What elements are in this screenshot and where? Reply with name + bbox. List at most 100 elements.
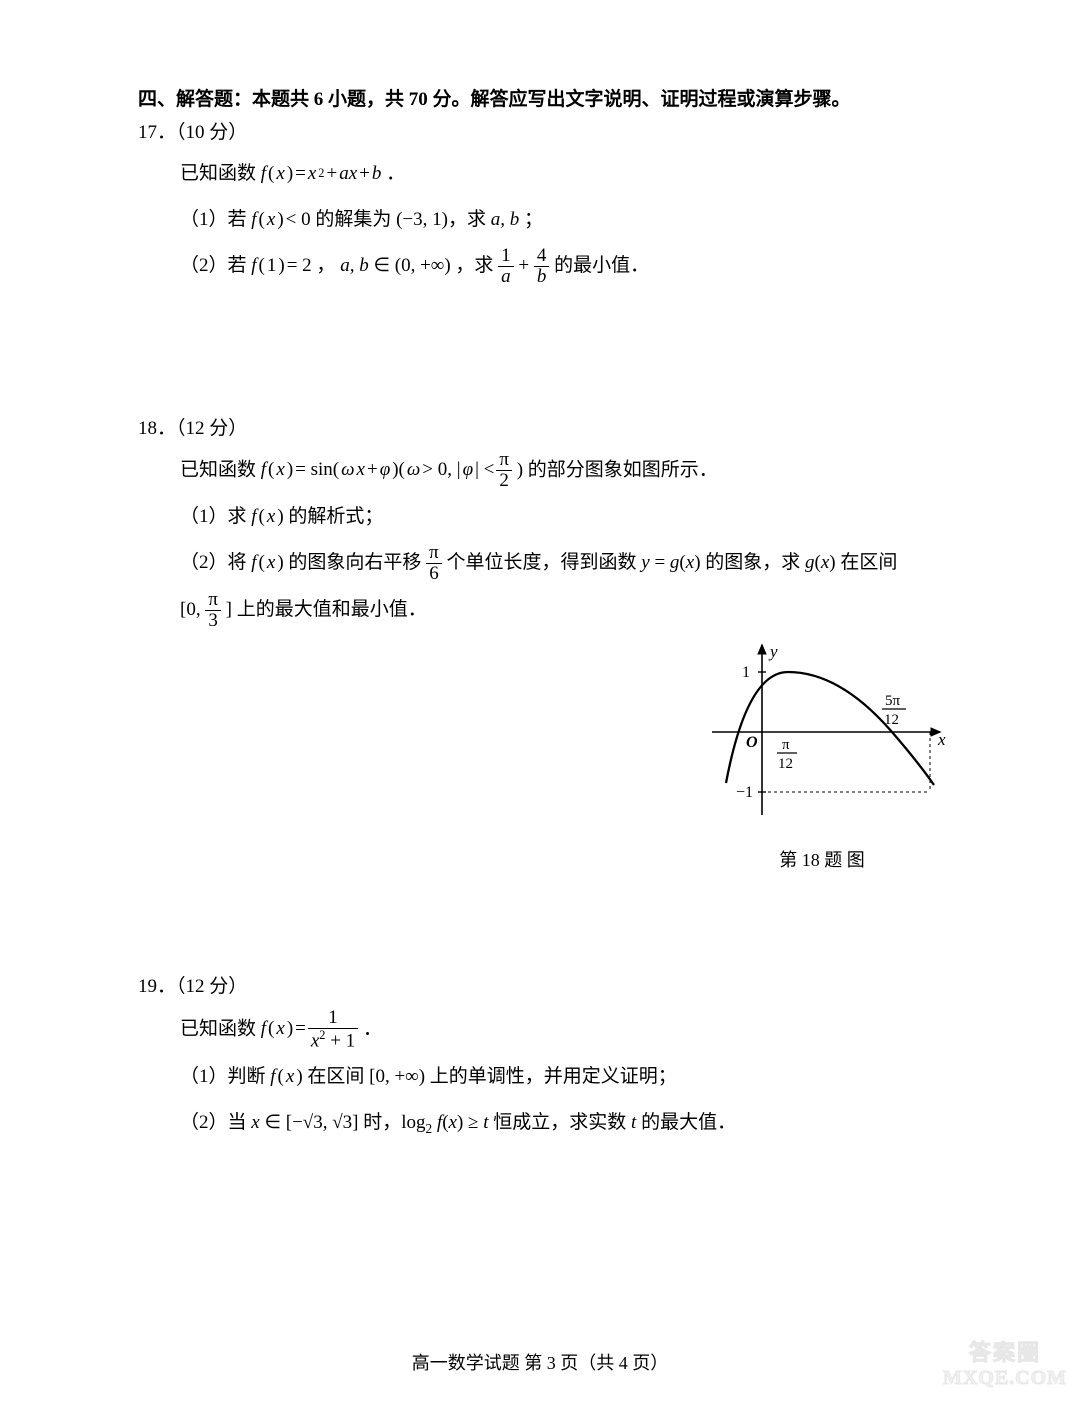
omega: ω [407, 450, 420, 490]
ytick-1: 1 [742, 664, 750, 681]
x: x [286, 1057, 294, 1097]
f: f [251, 497, 256, 537]
watermark: 答案圈 MXQE.COM [940, 1335, 1070, 1401]
q17-number: 17．（10 分） [138, 117, 942, 144]
phi: φ [380, 450, 391, 490]
comma: ， [316, 255, 335, 276]
text: ∈ [−√3, √3] 时，log [264, 1112, 425, 1133]
xtick1-n: π [782, 737, 790, 753]
f: f [251, 246, 256, 286]
g: g [805, 552, 815, 573]
q19-body: 已知函数 f(x) = 1 x2 + 1 ． （1）判断 f(x) 在区间 [0… [180, 1008, 942, 1143]
b: b [372, 154, 382, 194]
eq: = [654, 552, 669, 573]
sub2: 2 [426, 1120, 433, 1135]
text: 已知函数 [180, 163, 261, 184]
lt0: < 0 [286, 200, 311, 240]
q18-p2b: [0, π 3 ] 上的最大值和最小值． [180, 590, 942, 631]
text: （1）若 [180, 209, 251, 230]
br: [0, [180, 599, 205, 620]
plus1: + 1 [325, 1030, 355, 1051]
text: 的图象向右平移 [288, 552, 426, 573]
text: 的最大值． [641, 1112, 736, 1133]
phi: φ [463, 450, 474, 490]
six: 6 [426, 564, 442, 584]
text: 的图象，求 [705, 552, 805, 573]
q17-body: 已知函数 f(x) = x2 + ax + b ． （1）若 f(x) < 0 … [180, 154, 942, 287]
y-label: y [768, 642, 778, 661]
x: x [267, 543, 275, 583]
plus: + [326, 154, 337, 194]
xtick2-d: 12 [884, 712, 899, 728]
frac-pi-2: π 2 [496, 450, 512, 491]
q18-intro: 已知函数 f(x) = sin( ωx + φ )( ω > 0, | φ | … [180, 450, 942, 491]
x: x [449, 1112, 457, 1133]
eq: = [295, 1009, 306, 1049]
x: x [276, 1009, 284, 1049]
one: 1 [308, 1008, 358, 1029]
text: 的最小值． [554, 255, 649, 276]
ax: ax [339, 154, 357, 194]
x: x [267, 497, 275, 537]
q19-p2: （2）当 x ∈ [−√3, √3] 时，log2 f(x) ≥ t 恒成立，求… [180, 1103, 942, 1143]
text: 在区间 [0, +∞) 上的单调性，并用定义证明； [307, 1066, 676, 1087]
semi: ； [524, 209, 543, 230]
x: x [686, 552, 694, 573]
period: ． [386, 163, 405, 184]
q17-intro: 已知函数 f(x) = x2 + ax + b ． [180, 154, 942, 194]
den: a [498, 267, 514, 287]
period: ． [363, 1018, 382, 1039]
q18-number: 18．（12 分） [138, 413, 942, 440]
q18-graph-wrap: y x 1 −1 O π 12 5π 12 第 18 题 图 [180, 637, 952, 881]
x: x [821, 552, 829, 573]
text: ] 上的最大值和最小值． [226, 599, 427, 620]
x: x [276, 154, 284, 194]
eq2: = 2 [287, 246, 312, 286]
text: （1）判断 [180, 1066, 270, 1087]
eq: = [295, 154, 306, 194]
q19-intro: 已知函数 f(x) = 1 x2 + 1 ． [180, 1008, 942, 1051]
ytick-neg1: −1 [736, 784, 753, 801]
pi: π [426, 543, 442, 564]
three: 3 [205, 611, 221, 631]
f: f [251, 200, 256, 240]
text: 恒成立，求实数 [493, 1112, 631, 1133]
frac-pi-6: π 6 [426, 543, 442, 584]
text: ) 的部分图象如图所示． [517, 459, 718, 480]
text: 个单位长度，得到函数 [447, 552, 642, 573]
lt: | < [475, 450, 494, 490]
in: ∈ (0, +∞) [373, 255, 450, 276]
q18-body: 已知函数 f(x) = sin( ωx + φ )( ω > 0, | φ | … [180, 450, 942, 881]
one: 1 [267, 246, 277, 286]
num: 4 [534, 246, 550, 267]
frac-1-over-a: 1 a [498, 246, 514, 287]
x-label: x [937, 730, 946, 749]
q18-p1: （1）求 f(x) 的解析式； [180, 497, 942, 537]
f: f [261, 154, 266, 194]
text: 的解析式； [288, 506, 383, 527]
x: x [276, 450, 284, 490]
x: x [251, 1112, 259, 1133]
text: （2）将 [180, 552, 251, 573]
x: x [357, 450, 365, 490]
q18-p2a: （2）将 f(x) 的图象向右平移 π 6 个单位长度，得到函数 y = g(x… [180, 543, 942, 584]
t: t [483, 1112, 488, 1133]
section-heading: 四、解答题：本题共 6 小题，共 70 分。解答应写出文字说明、证明过程或演算步… [138, 84, 942, 111]
ab: a, b [491, 209, 520, 230]
den: x2 + 1 [308, 1029, 358, 1051]
den: b [534, 267, 550, 287]
f: f [251, 543, 256, 583]
plus: + [518, 255, 533, 276]
t: t [631, 1112, 636, 1133]
eqsin: = sin( [295, 450, 339, 490]
xtick1-d: 12 [778, 756, 793, 772]
frac-4-over-b: 4 b [534, 246, 550, 287]
y: y [641, 552, 649, 573]
num: 1 [498, 246, 514, 267]
ge: ≥ [468, 1112, 483, 1133]
watermark-line2: MXQE.COM [940, 1367, 1070, 1390]
text: （1）求 [180, 506, 251, 527]
x: x [267, 200, 275, 240]
q18-graph-caption: 第 18 题 图 [692, 842, 952, 880]
pi: π [205, 590, 221, 611]
